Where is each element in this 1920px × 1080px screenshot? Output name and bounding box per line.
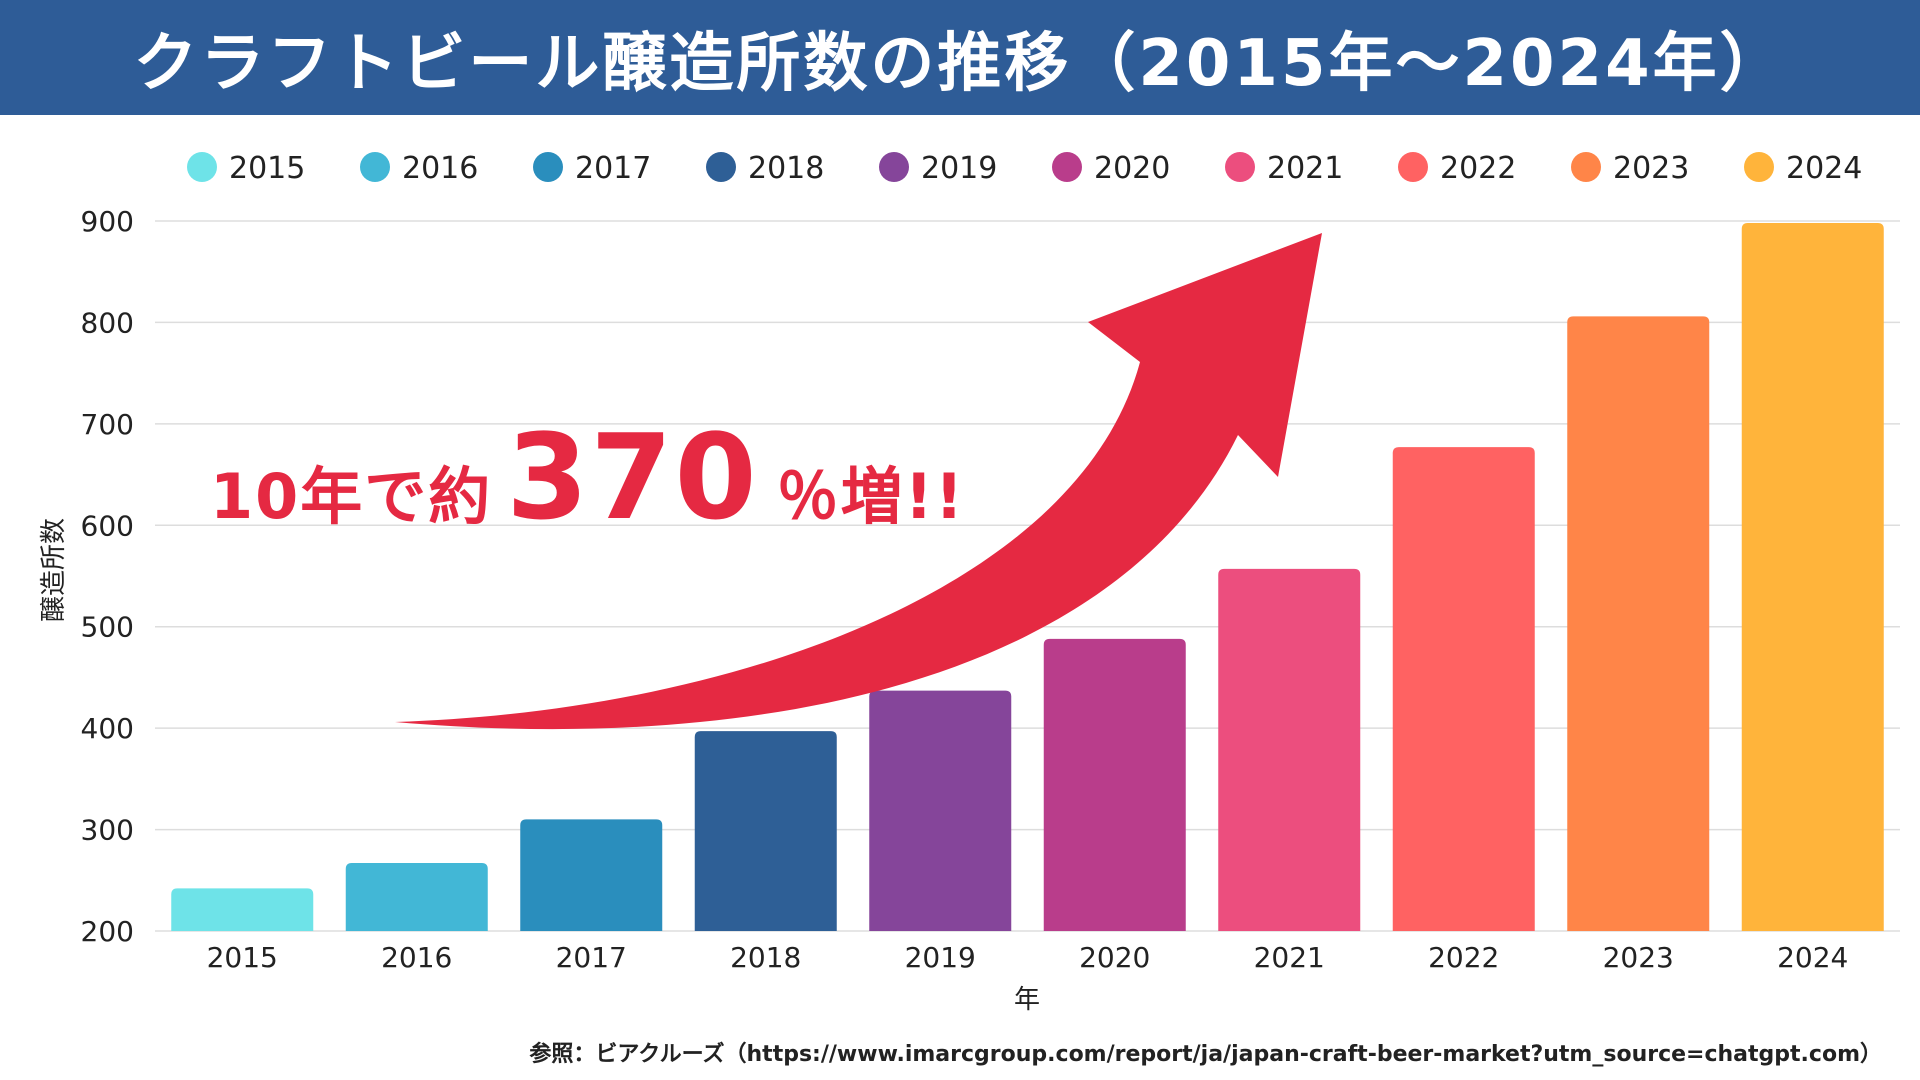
legend-item-2022: 2022 [1440, 151, 1516, 186]
bar-2018 [694, 731, 837, 931]
legend-item-2024: 2024 [1786, 151, 1862, 186]
bar-2020 [1043, 638, 1186, 931]
bars [171, 223, 1884, 931]
legend-item-2020: 2020 [1094, 151, 1170, 186]
x-tick-label: 2023 [1603, 941, 1674, 974]
x-tick-label: 2022 [1428, 941, 1499, 974]
page-title: クラフトビール醸造所数の推移（2015年〜2024年） [133, 26, 1787, 101]
bar-2023 [1567, 316, 1710, 931]
x-tick-label: 2017 [556, 941, 627, 974]
x-tick-label: 2015 [207, 941, 278, 974]
bar-2017 [520, 819, 663, 931]
legend-swatch [1225, 152, 1255, 182]
legend-item-2021: 2021 [1267, 151, 1343, 186]
bar-2019 [869, 690, 1012, 931]
y-axis-ticks: 200 300 400 500 600 700 800 900 [81, 205, 134, 948]
legend-swatch [360, 152, 390, 182]
title-banner: クラフトビール醸造所数の推移（2015年〜2024年） [0, 0, 1920, 115]
legend-item-2018: 2018 [748, 151, 824, 186]
y-tick-label: 700 [81, 408, 134, 441]
x-axis-ticks: 2015 2016 2017 2018 2019 2020 2021 2022 2023 2024 [207, 941, 1849, 974]
bar-2022 [1392, 447, 1535, 931]
callout-suffix: ％増!! [776, 460, 966, 533]
y-tick-label: 200 [81, 915, 134, 948]
y-axis-title: 醸造所数 [39, 518, 69, 622]
legend: 2015 2016 2017 2018 2019 2020 2021 2022 2023 2024 [187, 151, 1862, 186]
bar-chart: 2015 2016 2017 2018 2019 2020 2021 2022 2023 2024… [39, 151, 1900, 1015]
bar-2015 [171, 888, 314, 931]
x-axis-title: 年 [1014, 985, 1040, 1015]
legend-swatch [1571, 152, 1601, 182]
growth-arrow [395, 233, 1322, 730]
x-tick-label: 2024 [1777, 941, 1848, 974]
bar-2016 [345, 863, 488, 931]
gridlines [155, 220, 1900, 932]
legend-item-2023: 2023 [1613, 151, 1689, 186]
x-tick-label: 2020 [1079, 941, 1150, 974]
legend-swatch [879, 152, 909, 182]
growth-callout: 10年で約 370 ％増!! [210, 408, 965, 546]
y-tick-label: 600 [81, 509, 134, 542]
legend-swatch [533, 152, 563, 182]
x-tick-label: 2018 [730, 941, 801, 974]
y-tick-label: 900 [81, 205, 134, 238]
callout-prefix: 10年で約 [210, 460, 493, 533]
legend-item-2017: 2017 [575, 151, 651, 186]
legend-item-2016: 2016 [402, 151, 478, 186]
y-tick-label: 400 [81, 712, 134, 745]
x-tick-label: 2016 [381, 941, 452, 974]
x-tick-label: 2021 [1254, 941, 1325, 974]
legend-item-2019: 2019 [921, 151, 997, 186]
legend-swatch [706, 152, 736, 182]
legend-item-2015: 2015 [229, 151, 305, 186]
legend-swatch [1052, 152, 1082, 182]
y-tick-label: 300 [81, 814, 134, 847]
y-tick-label: 500 [81, 611, 134, 644]
callout-number: 370 [506, 408, 759, 546]
legend-swatch [187, 152, 217, 182]
y-tick-label: 800 [81, 306, 134, 339]
bar-2024 [1741, 223, 1884, 931]
legend-swatch [1744, 152, 1774, 182]
source-note: 参照：ビアクルーズ（https://www.imarcgroup.com/rep… [529, 1042, 1882, 1067]
x-tick-label: 2019 [905, 941, 976, 974]
legend-swatch [1398, 152, 1428, 182]
bar-2021 [1218, 568, 1361, 931]
